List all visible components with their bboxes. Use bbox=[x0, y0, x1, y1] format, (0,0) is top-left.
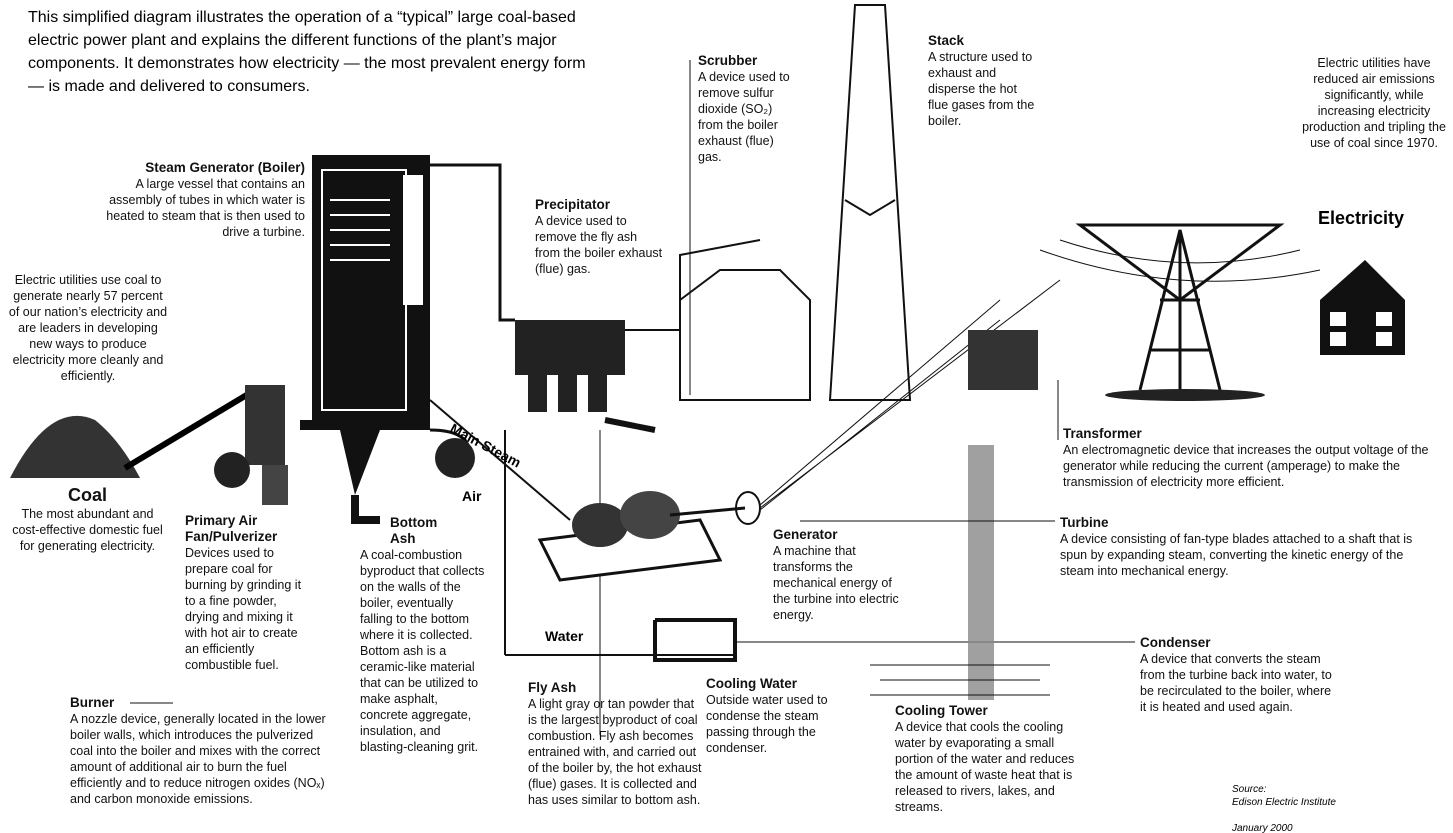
turbine-hp bbox=[572, 503, 628, 547]
window bbox=[1330, 332, 1346, 346]
hoppers bbox=[530, 375, 605, 410]
component-title: Primary Air Fan/Pulverizer bbox=[185, 513, 310, 545]
precipitator bbox=[515, 320, 625, 375]
transmission-tower bbox=[1080, 225, 1280, 390]
source-date: January 2000 bbox=[1232, 822, 1293, 833]
component-text: A light gray or tan powder that is the l… bbox=[528, 696, 703, 808]
window bbox=[1376, 332, 1392, 346]
component-text: The most abundant and cost-effective dom… bbox=[10, 506, 165, 554]
source-name: Edison Electric Institute bbox=[1232, 796, 1336, 809]
component-title: Condenser bbox=[1140, 635, 1340, 651]
component-title: Burner bbox=[70, 695, 330, 711]
component-title: Cooling Water bbox=[706, 676, 841, 692]
transformer bbox=[968, 330, 1038, 390]
flue-duct bbox=[430, 165, 515, 320]
component-title: Generator bbox=[773, 527, 903, 543]
stack bbox=[830, 5, 910, 400]
component: Steam Generator (Boiler)A large vessel t… bbox=[100, 160, 305, 240]
component-title: Precipitator bbox=[535, 197, 665, 213]
component-title: Cooling Tower bbox=[895, 703, 1090, 719]
component-text: A nozzle device, generally located in th… bbox=[70, 711, 330, 807]
pulverizer bbox=[245, 385, 285, 465]
component-text: A coal-combustion byproduct that collect… bbox=[360, 547, 485, 755]
boiler-duct bbox=[403, 175, 423, 305]
component-title: Stack bbox=[928, 33, 1038, 49]
component-title: Coal bbox=[10, 484, 165, 506]
component-title: Turbine bbox=[1060, 515, 1435, 531]
cooling-tower bbox=[968, 445, 994, 700]
flue-arrow bbox=[605, 420, 655, 430]
intro: This simplified diagram illustrates the … bbox=[28, 6, 598, 98]
conveyor bbox=[130, 384, 250, 460]
component-text: Outside water used to condense the steam… bbox=[706, 692, 841, 756]
component-text: A large vessel that contains an assembly… bbox=[100, 176, 305, 240]
fan bbox=[214, 452, 250, 488]
window bbox=[1376, 312, 1392, 326]
flow-label: Electricity bbox=[1318, 208, 1404, 229]
window bbox=[1330, 312, 1346, 326]
component-title: Transformer bbox=[1063, 426, 1448, 442]
pulverizer-base bbox=[262, 465, 288, 505]
side-note: Electric utilities have reduced air emis… bbox=[1300, 55, 1448, 151]
component-title: Bottom Ash bbox=[390, 515, 450, 547]
component-title: Scrubber bbox=[698, 53, 798, 69]
source-label: Source: bbox=[1232, 783, 1266, 796]
component-text: A structure used to exhaust and disperse… bbox=[928, 49, 1038, 129]
water-surface bbox=[870, 665, 1050, 695]
component-title: Fly Ash bbox=[528, 680, 703, 696]
ground bbox=[1105, 389, 1265, 401]
component-title: Steam Generator (Boiler) bbox=[100, 160, 305, 176]
component-text: A device used to remove the fly ash from… bbox=[535, 213, 665, 277]
scrubber bbox=[680, 270, 810, 400]
side-note: Electric utilities use coal to generate … bbox=[8, 272, 168, 384]
coal-pile bbox=[10, 416, 140, 478]
page: This simplified diagram illustrates the … bbox=[0, 0, 1453, 833]
component-text: A device that converts the steam from th… bbox=[1140, 651, 1340, 715]
component-text: A machine that transforms the mechanical… bbox=[773, 543, 903, 623]
component-text: A device used to remove sulfur dioxide (… bbox=[698, 69, 798, 165]
component-text: Devices used to prepare coal for burning… bbox=[185, 545, 310, 673]
flow-label: Air bbox=[462, 488, 481, 504]
component-text: A device that cools the cooling water by… bbox=[895, 719, 1090, 815]
component-text: An electromagnetic device that increases… bbox=[1063, 442, 1448, 490]
component-text: A device consisting of fan-type blades a… bbox=[1060, 531, 1435, 579]
shaft bbox=[670, 508, 745, 515]
flow-label: Water bbox=[545, 628, 583, 644]
